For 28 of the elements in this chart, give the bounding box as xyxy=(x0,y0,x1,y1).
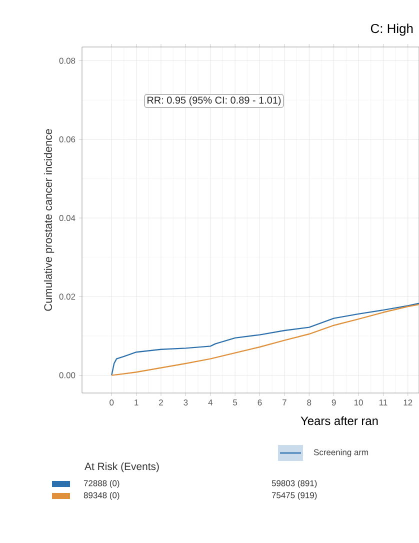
y-tick-label: 0.08 xyxy=(59,58,76,64)
y-tick-label: 0.06 xyxy=(59,136,76,142)
x-tick-label: 7 xyxy=(282,400,286,406)
text: 75475 (919) xyxy=(272,492,317,500)
x-tick-label: 1 xyxy=(134,400,138,406)
x-tick-label: 11 xyxy=(379,400,388,406)
y-tick-label: 0.04 xyxy=(59,215,76,222)
chart-title: C: High xyxy=(370,24,413,36)
x-tick-label: 8 xyxy=(307,400,312,406)
x-tick-label: 0 xyxy=(110,400,114,406)
y-tick-label: 0.02 xyxy=(59,294,76,300)
x-axis-title: Years after ran xyxy=(300,416,378,426)
x-tick-label: 6 xyxy=(258,400,262,406)
x-tick-label: 4 xyxy=(208,400,212,406)
text: At Risk (Events) xyxy=(84,462,159,472)
y-tick-label: 0.00 xyxy=(59,372,76,378)
text: 89348 (0) xyxy=(84,492,120,500)
legend-label: Screening arm xyxy=(314,449,368,457)
x-tick-label: 5 xyxy=(233,400,238,406)
x-tick-label: 2 xyxy=(159,400,163,406)
x-tick-label: 9 xyxy=(332,400,336,406)
text: 59803 (891) xyxy=(272,480,317,488)
x-tick-label: 12 xyxy=(404,400,412,406)
x-tick-label: 3 xyxy=(184,400,188,406)
x-tick-label: 10 xyxy=(354,400,363,406)
text: 72888 (0) xyxy=(84,480,120,488)
y-axis-title: Cumulative prostate cancer incidence xyxy=(44,129,54,311)
annotation: RR: 0.95 (95% CI: 0.89 - 1.01) xyxy=(148,96,281,106)
